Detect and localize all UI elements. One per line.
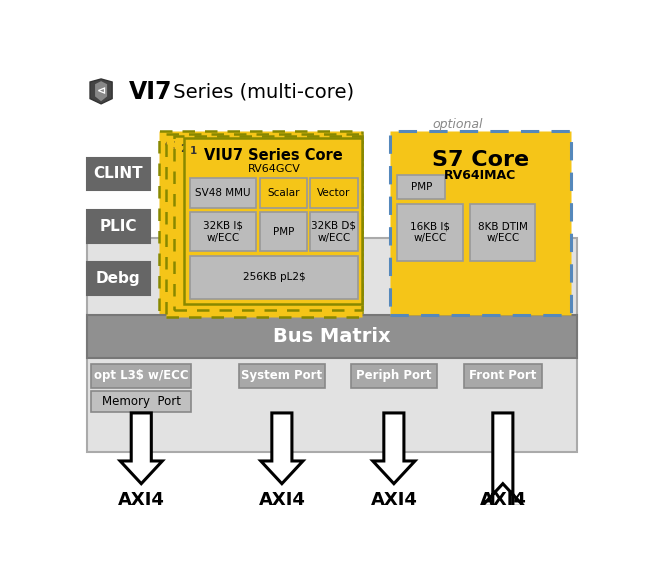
- Text: Vector: Vector: [317, 188, 351, 198]
- Text: System Port: System Port: [241, 369, 323, 382]
- Text: AXI4: AXI4: [371, 491, 417, 509]
- Text: Periph Port: Periph Port: [356, 369, 432, 382]
- Bar: [191, 178, 256, 208]
- Bar: [351, 363, 437, 388]
- Bar: [239, 363, 325, 388]
- Polygon shape: [120, 413, 163, 484]
- Text: 8KB DTIM
w/ECC: 8KB DTIM w/ECC: [478, 222, 527, 243]
- Bar: [260, 212, 308, 251]
- Bar: [87, 210, 150, 243]
- Bar: [191, 256, 358, 299]
- Bar: [91, 391, 192, 412]
- Bar: [87, 158, 150, 191]
- Text: CLINT: CLINT: [93, 166, 143, 181]
- Text: 256KB pL2$: 256KB pL2$: [243, 272, 305, 282]
- Bar: [310, 178, 358, 208]
- Text: Scalar: Scalar: [268, 188, 300, 198]
- Bar: [470, 204, 535, 261]
- Text: opt L3$ w/ECC: opt L3$ w/ECC: [94, 369, 189, 382]
- Text: Bus Matrix: Bus Matrix: [273, 327, 391, 346]
- Bar: [91, 363, 192, 388]
- Bar: [87, 263, 150, 295]
- Bar: [397, 204, 463, 261]
- Text: ⊲: ⊲: [97, 86, 106, 96]
- Text: PLIC: PLIC: [100, 219, 137, 234]
- Text: PMP: PMP: [273, 227, 294, 237]
- Text: Debg: Debg: [96, 271, 141, 286]
- Text: VIU7 Series Core: VIU7 Series Core: [205, 148, 343, 163]
- Polygon shape: [260, 413, 303, 484]
- Bar: [184, 138, 362, 304]
- Polygon shape: [90, 79, 112, 104]
- Bar: [397, 175, 445, 199]
- Text: AXI4: AXI4: [480, 491, 526, 509]
- Polygon shape: [95, 81, 107, 101]
- Bar: [464, 363, 542, 388]
- Text: Memory  Port: Memory Port: [102, 395, 181, 408]
- Text: 3: 3: [172, 141, 179, 151]
- Bar: [159, 132, 362, 323]
- Text: SV48 MMU: SV48 MMU: [196, 188, 251, 198]
- Text: RV64IMAC: RV64IMAC: [444, 168, 516, 181]
- Bar: [174, 136, 362, 310]
- Text: S7 Core: S7 Core: [432, 150, 529, 170]
- Text: 4: 4: [165, 139, 172, 149]
- Bar: [260, 178, 308, 208]
- Bar: [87, 315, 577, 358]
- Bar: [310, 212, 358, 251]
- Bar: [390, 132, 571, 315]
- Text: 2: 2: [180, 143, 187, 154]
- Text: 1: 1: [190, 146, 197, 156]
- Text: AXI4: AXI4: [118, 491, 165, 509]
- Text: VI7: VI7: [129, 80, 172, 104]
- Text: PMP: PMP: [411, 182, 432, 192]
- Text: AXI4: AXI4: [259, 491, 305, 509]
- Text: 32KB I$
w/ECC: 32KB I$ w/ECC: [203, 221, 243, 243]
- Text: Series (multi-core): Series (multi-core): [167, 83, 354, 101]
- Bar: [167, 134, 362, 317]
- Text: 16KB I$
w/ECC: 16KB I$ w/ECC: [410, 222, 450, 243]
- Bar: [191, 212, 256, 251]
- Text: optional: optional: [432, 119, 483, 132]
- Text: 32KB D$
w/ECC: 32KB D$ w/ECC: [311, 221, 356, 243]
- Polygon shape: [481, 413, 524, 506]
- Bar: [87, 238, 577, 452]
- Text: Front Port: Front Port: [469, 369, 537, 382]
- Text: RV64GCV: RV64GCV: [248, 164, 300, 174]
- Polygon shape: [373, 413, 415, 484]
